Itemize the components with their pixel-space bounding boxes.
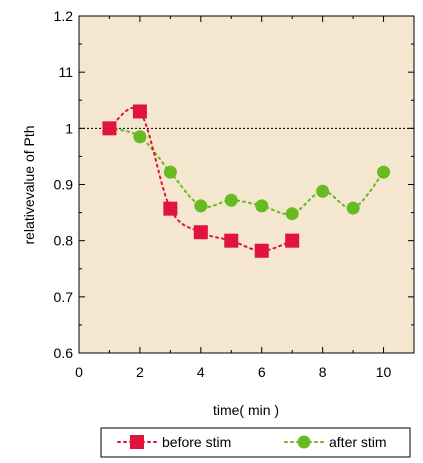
data-point xyxy=(254,243,269,258)
y-axis-label: relativevalue of Pth xyxy=(21,125,37,244)
legend: before stim after stim xyxy=(100,427,411,458)
data-point xyxy=(163,165,177,179)
x-tick-label: 4 xyxy=(197,364,205,380)
series-line xyxy=(108,127,385,216)
legend-box xyxy=(100,427,411,458)
x-tick-label: 0 xyxy=(75,364,83,380)
x-tick-label: 10 xyxy=(376,364,392,380)
legend-label: after stim xyxy=(329,434,387,450)
legend-marker xyxy=(297,435,311,449)
y-tick-label: 1.2 xyxy=(54,8,74,24)
data-point xyxy=(163,201,178,216)
y-tick-label: 11 xyxy=(58,64,73,80)
plot-area xyxy=(78,15,415,354)
data-point xyxy=(285,233,300,248)
x-tick-label: 2 xyxy=(136,364,144,380)
x-tick-label: 6 xyxy=(258,364,266,380)
data-point xyxy=(346,201,360,215)
data-point xyxy=(285,207,299,221)
y-tick-label: 0.8 xyxy=(54,233,74,249)
data-point xyxy=(377,165,391,179)
legend-label: before stim xyxy=(162,434,231,450)
y-tick-label: 0.6 xyxy=(54,345,74,361)
series-0 xyxy=(102,104,300,258)
data-point xyxy=(102,121,117,136)
y-tick-label: 0.9 xyxy=(54,177,74,193)
data-point xyxy=(316,184,330,198)
x-tick-label: 8 xyxy=(319,364,327,380)
data-point xyxy=(133,130,147,144)
legend-entry: after stim xyxy=(284,434,387,450)
data-point xyxy=(224,193,238,207)
series-1 xyxy=(102,121,391,221)
y-tick-label: 1 xyxy=(65,120,73,136)
data-point xyxy=(224,233,239,248)
legend-marker xyxy=(130,435,144,449)
x-axis: 0 2 4 6 8 10 xyxy=(75,16,392,380)
series-layer xyxy=(102,104,391,258)
legend-entry: before stim xyxy=(117,434,231,450)
data-point xyxy=(193,225,208,240)
data-point xyxy=(255,199,269,213)
data-point xyxy=(132,104,147,119)
x-axis-label: time( min ) xyxy=(213,402,279,418)
y-tick-label: 0.7 xyxy=(54,289,74,305)
data-point xyxy=(194,199,208,213)
